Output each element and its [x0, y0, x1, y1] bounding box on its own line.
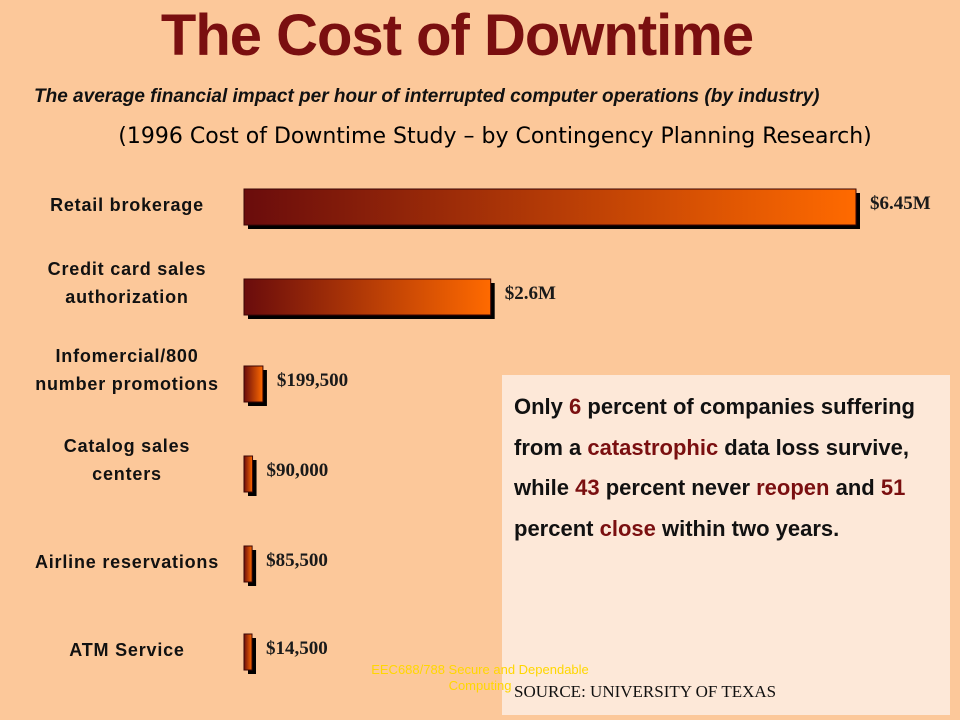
category-label: Airline reservations — [35, 552, 219, 572]
chart-subtitle: The average financial impact per hour of… — [34, 86, 820, 107]
bar-value-label: $2.6M — [505, 283, 556, 304]
callout-highlight: close — [599, 515, 656, 541]
page-title: The Cost of Downtime — [160, 3, 754, 68]
callout-highlight: 6 — [569, 394, 582, 419]
bar — [243, 278, 492, 316]
study-citation: (1996 Cost of Downtime Study – by Contin… — [118, 124, 872, 149]
callout-text-segment: Only — [514, 394, 570, 419]
category-label: Retail brokerage — [50, 195, 204, 215]
bar-value-label: $6.45M — [870, 193, 931, 214]
bar — [243, 455, 254, 493]
callout-text-segment: percent never — [599, 475, 757, 500]
callout-highlight: reopen — [756, 475, 830, 500]
callout-text-segment: data loss survive, while — [514, 434, 909, 501]
category-label: authorization — [65, 287, 188, 307]
bar-value-label: $90,000 — [267, 460, 329, 481]
callout-statement: Only 6 percent of companies suffering fr… — [514, 387, 944, 549]
category-label: number promotions — [35, 374, 219, 394]
bar — [243, 188, 857, 226]
survival-statistics-callout: Only 6 percent of companies suffering fr… — [502, 375, 950, 715]
callout-highlight: catastrophic — [587, 434, 719, 460]
category-label: Credit card sales — [48, 259, 207, 279]
bar-value-label: $14,500 — [266, 638, 328, 659]
callout-text-segment: percent of companies suffering from a — [514, 394, 915, 460]
bar — [243, 365, 264, 403]
category-label: Infomercial/800 — [55, 346, 198, 366]
callout-highlight: 51 — [880, 475, 906, 500]
category-label: centers — [92, 464, 162, 484]
category-label: ATM Service — [69, 640, 185, 660]
category-label: Catalog sales — [64, 436, 190, 456]
bar — [243, 545, 253, 583]
callout-highlight: 43 — [575, 475, 600, 500]
bar — [243, 633, 253, 671]
callout-source: SOURCE: UNIVERSITY OF TEXAS — [514, 682, 777, 701]
footer-line-1: EEC688/788 Secure and Dependable — [371, 662, 589, 677]
footer-line-2: Computing — [448, 678, 512, 693]
callout-text-segment: and — [829, 475, 881, 500]
bar-value-label: $199,500 — [277, 370, 348, 391]
callout-text-segment: within two years. — [655, 515, 840, 541]
bar-value-label: $85,500 — [266, 550, 328, 571]
course-footer: EEC688/788 Secure and Dependable Computi… — [340, 662, 620, 694]
callout-text-segment: percent — [514, 515, 600, 541]
